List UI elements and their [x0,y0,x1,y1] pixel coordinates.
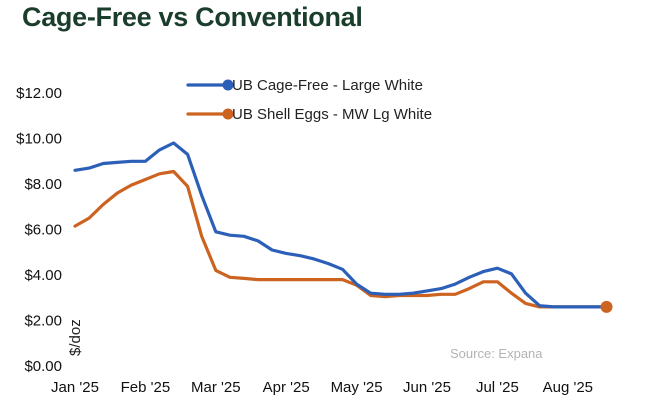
legend-swatch-marker [222,108,234,120]
legend-entry: UB Shell Eggs - MW Lg White [232,106,432,123]
y-tick-label: $12.00 [16,85,62,102]
legend-entry: UB Cage-Free - Large White [232,77,423,94]
x-tick-label: Jul '25 [476,379,519,396]
legend-swatch-marker [222,79,234,91]
y-axis-label: $/doz [67,319,84,356]
y-tick-label: $8.00 [24,176,62,193]
y-tick-label: $6.00 [24,222,62,239]
x-axis: Jan '25 Feb '25 Mar '25 Apr '25 May '25 Jun '… [51,379,593,396]
x-tick-label: Jun '25 [403,379,451,396]
plot-area [73,141,613,313]
x-tick-label: Apr '25 [263,379,310,396]
chart-title: Cage-Free vs Conventional [22,2,363,32]
y-axis: $0.00 $2.00 $4.00 $6.00 $8.00 $10.00 $12.00 [16,85,62,375]
y-tick-label: $4.00 [24,267,62,284]
series-line [73,141,609,309]
source-note: Source: Expana [450,346,543,361]
series-end-marker [600,300,613,313]
x-tick-label: May '25 [331,379,383,396]
y-tick-label: $10.00 [16,131,62,148]
x-tick-label: Aug '25 [543,379,593,396]
x-tick-label: Jan '25 [51,379,99,396]
legend: UB Cage-Free - Large White UB Shell Eggs … [186,77,432,123]
y-tick-label: $0.00 [24,358,62,375]
x-tick-label: Mar '25 [191,379,241,396]
x-tick-label: Feb '25 [121,379,171,396]
series-line [73,169,609,309]
y-tick-label: $2.00 [24,313,62,330]
